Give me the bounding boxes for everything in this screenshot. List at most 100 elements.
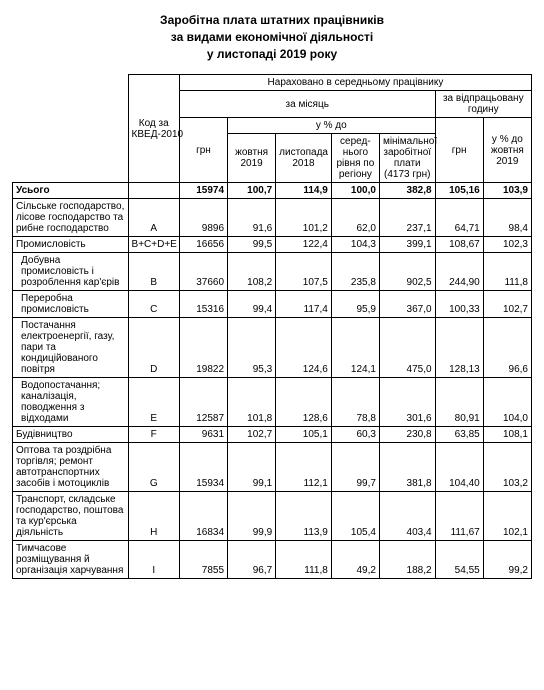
cell-label: Переробна промисловість — [13, 291, 129, 318]
cell-oct: 99,9 — [228, 492, 276, 541]
cell-nov18: 114,9 — [276, 183, 332, 199]
cell-code: I — [128, 541, 179, 579]
cell-minw: 230,8 — [379, 427, 435, 443]
cell-code: F — [128, 427, 179, 443]
cell-nov18: 128,6 — [276, 378, 332, 427]
table-row: Тимчасове розміщування й організація хар… — [13, 541, 532, 579]
page-title: Заробітна плата штатних працівників за в… — [12, 12, 532, 62]
cell-hoct: 103,9 — [483, 183, 531, 199]
cell-hoct: 102,1 — [483, 492, 531, 541]
cell-nov18: 124,6 — [276, 318, 332, 378]
cell-hoct: 96,6 — [483, 318, 531, 378]
cell-hhrn: 128,13 — [435, 318, 483, 378]
cell-hhrn: 80,91 — [435, 378, 483, 427]
cell-minw: 403,4 — [379, 492, 435, 541]
cell-hrn: 16656 — [179, 237, 227, 253]
cell-hoct: 102,3 — [483, 237, 531, 253]
cell-code: B — [128, 253, 179, 291]
h-month: за місяць — [179, 91, 435, 118]
cell-code: H — [128, 492, 179, 541]
cell-nov18: 101,2 — [276, 199, 332, 237]
cell-label: Будівництво — [13, 427, 129, 443]
cell-label: Оптова та роздрібна торгівля; ремонт авт… — [13, 443, 129, 492]
salary-table: Код за КВЕД-2010 Нараховано в середньому… — [12, 74, 532, 579]
cell-hhrn: 244,90 — [435, 253, 483, 291]
title-line-2: за видами економічної діяльності — [12, 29, 532, 46]
cell-label: Постачання електроенергії, газу, пари та… — [13, 318, 129, 378]
h-hour: за відпрацьовану годину — [435, 91, 531, 118]
cell-region: 78,8 — [331, 378, 379, 427]
cell-code: C — [128, 291, 179, 318]
cell-label: Усього — [13, 183, 129, 199]
cell-hoct: 111,8 — [483, 253, 531, 291]
cell-minw: 188,2 — [379, 541, 435, 579]
cell-oct: 91,6 — [228, 199, 276, 237]
table-row: Транспорт, складське господарство, пошто… — [13, 492, 532, 541]
cell-hhrn: 54,55 — [435, 541, 483, 579]
cell-region: 49,2 — [331, 541, 379, 579]
h-pct-nov18: листопада 2018 — [276, 134, 332, 183]
cell-nov18: 105,1 — [276, 427, 332, 443]
cell-hoct: 98,4 — [483, 199, 531, 237]
h-hour-hrn: грн — [435, 118, 483, 183]
h-hour-pct: у % до жовтня 2019 — [483, 118, 531, 183]
cell-oct: 108,2 — [228, 253, 276, 291]
cell-region: 99,7 — [331, 443, 379, 492]
table-row: ПромисловістьB+C+D+E1665699,5122,4104,33… — [13, 237, 532, 253]
cell-hrn: 15974 — [179, 183, 227, 199]
cell-region: 62,0 — [331, 199, 379, 237]
cell-hhrn: 111,67 — [435, 492, 483, 541]
cell-hrn: 9896 — [179, 199, 227, 237]
cell-minw: 301,6 — [379, 378, 435, 427]
cell-region: 124,1 — [331, 318, 379, 378]
cell-hhrn: 105,16 — [435, 183, 483, 199]
cell-code: G — [128, 443, 179, 492]
cell-hrn: 12587 — [179, 378, 227, 427]
cell-code: B+C+D+E — [128, 237, 179, 253]
table-row: Водопостачання; каналізація, поводження … — [13, 378, 532, 427]
cell-hrn: 15316 — [179, 291, 227, 318]
cell-hrn: 16834 — [179, 492, 227, 541]
cell-label: Сільське господарство, лісове господарст… — [13, 199, 129, 237]
cell-code — [128, 183, 179, 199]
cell-minw: 382,8 — [379, 183, 435, 199]
cell-code: D — [128, 318, 179, 378]
cell-minw: 475,0 — [379, 318, 435, 378]
cell-hrn: 37660 — [179, 253, 227, 291]
cell-region: 100,0 — [331, 183, 379, 199]
cell-oct: 99,5 — [228, 237, 276, 253]
cell-hoct: 104,0 — [483, 378, 531, 427]
cell-nov18: 113,9 — [276, 492, 332, 541]
table-row: Переробна промисловістьC1531699,4117,495… — [13, 291, 532, 318]
h-pct-region: серед-нього рівня по регіону — [331, 134, 379, 183]
table-row: Постачання електроенергії, газу, пари та… — [13, 318, 532, 378]
cell-hrn: 9631 — [179, 427, 227, 443]
cell-minw: 399,1 — [379, 237, 435, 253]
table-row: Сільське господарство, лісове господарст… — [13, 199, 532, 237]
cell-minw: 367,0 — [379, 291, 435, 318]
cell-nov18: 111,8 — [276, 541, 332, 579]
cell-label: Промисловість — [13, 237, 129, 253]
h-code: Код за КВЕД-2010 — [128, 75, 179, 183]
title-line-1: Заробітна плата штатних працівників — [12, 12, 532, 29]
cell-hhrn: 104,40 — [435, 443, 483, 492]
cell-hoct: 108,1 — [483, 427, 531, 443]
cell-region: 95,9 — [331, 291, 379, 318]
cell-hhrn: 108,67 — [435, 237, 483, 253]
cell-hrn: 15934 — [179, 443, 227, 492]
cell-hoct: 102,7 — [483, 291, 531, 318]
h-hrn: грн — [179, 118, 227, 183]
cell-label: Тимчасове розміщування й організація хар… — [13, 541, 129, 579]
cell-nov18: 112,1 — [276, 443, 332, 492]
table-row: Добувна промисловість і розроблення кар'… — [13, 253, 532, 291]
title-line-3: у листопаді 2019 року — [12, 46, 532, 63]
cell-nov18: 122,4 — [276, 237, 332, 253]
cell-nov18: 107,5 — [276, 253, 332, 291]
cell-hoct: 99,2 — [483, 541, 531, 579]
h-pct-to: у % до — [228, 118, 436, 134]
cell-code: A — [128, 199, 179, 237]
cell-label: Водопостачання; каналізація, поводження … — [13, 378, 129, 427]
table-header: Код за КВЕД-2010 Нараховано в середньому… — [13, 75, 532, 183]
table-body: Усього15974100,7114,9100,0382,8105,16103… — [13, 183, 532, 579]
cell-hrn: 7855 — [179, 541, 227, 579]
